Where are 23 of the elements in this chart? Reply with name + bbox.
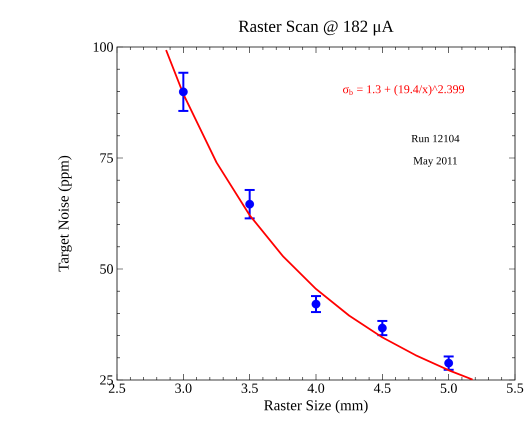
x-tick-label: 3.0 xyxy=(175,384,192,393)
line-series xyxy=(165,49,474,380)
point xyxy=(178,87,188,96)
point xyxy=(312,300,320,308)
x-tick-label: 4.0 xyxy=(308,384,324,393)
annotation: σ$_{b}$ = 1.3 + (19.4/x)^2.399 xyxy=(343,84,464,96)
y-tick-label: 25 xyxy=(100,375,113,385)
x-tick-label: 5.5 xyxy=(507,384,524,393)
point xyxy=(444,358,454,368)
annotation: May 2011 xyxy=(414,157,457,167)
x-tick-label: 4.5 xyxy=(374,384,391,393)
point xyxy=(378,324,387,332)
y-tick-label: 50 xyxy=(100,264,113,274)
annotation: Run 12104 xyxy=(412,134,460,142)
x-tick-label: 2.5 xyxy=(108,384,126,393)
chart-title: Raster Scan @ 182 μA xyxy=(238,20,394,36)
x-axis-title: Raster Size (mm) xyxy=(264,400,368,414)
point xyxy=(245,200,254,209)
x-tick-label: 5.0 xyxy=(440,384,457,393)
y-tick-label: 75 xyxy=(100,153,113,163)
y-tick-label: 100 xyxy=(94,42,113,52)
y-axis-title: Target Noise (ppm) xyxy=(58,156,72,272)
x-tick-label: 3.5 xyxy=(242,384,258,393)
